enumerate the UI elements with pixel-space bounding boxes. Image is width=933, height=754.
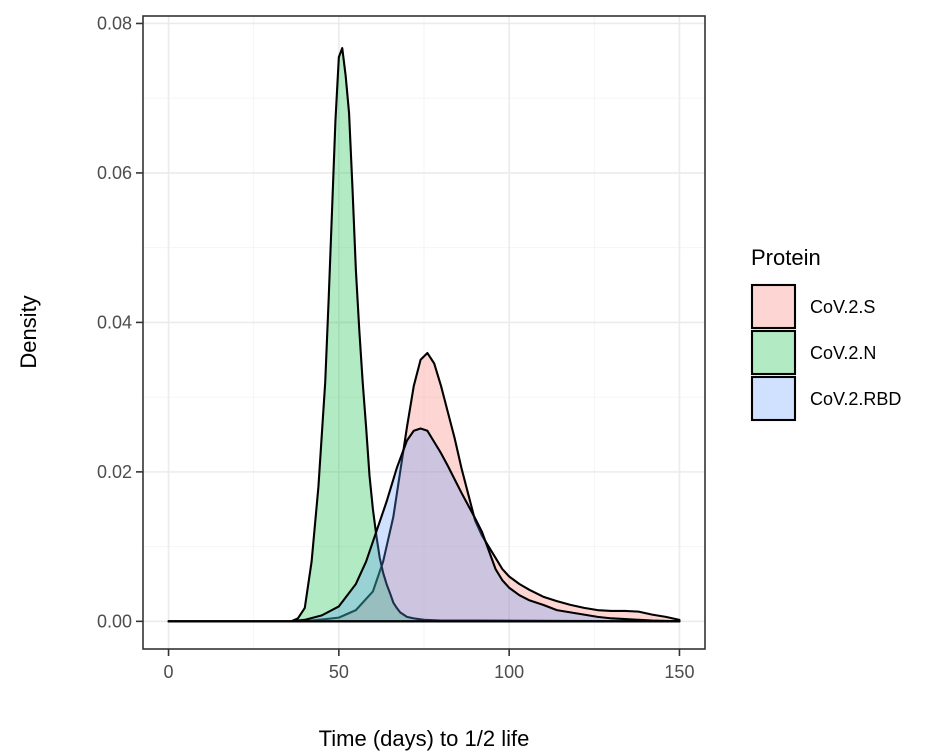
y-tick-label: 0.02 xyxy=(97,462,132,482)
y-tick-label: 0.00 xyxy=(97,611,132,631)
x-axis-title: Time (days) to 1/2 life xyxy=(319,726,530,751)
legend-key-background xyxy=(752,377,795,420)
density-area-cov-2-s xyxy=(167,352,681,623)
x-tick-label: 0 xyxy=(164,662,174,682)
legend-label: CoV.2.RBD xyxy=(810,389,901,409)
x-tick-label: 150 xyxy=(664,662,694,682)
y-axis: 0.00 0.02 0.04 0.06 0.08 xyxy=(97,13,143,631)
plot-panel-border xyxy=(142,15,706,650)
x-tick-label: 100 xyxy=(494,662,524,682)
density-area-cov-2-n xyxy=(167,47,681,623)
x-tick-label: 50 xyxy=(329,662,349,682)
y-tick-label: 0.04 xyxy=(97,312,132,332)
density-areas xyxy=(167,47,681,623)
minor-gridlines xyxy=(143,16,705,649)
legend-key-background xyxy=(752,331,795,374)
y-tick-label: 0.06 xyxy=(97,163,132,183)
legend-label: CoV.2.S xyxy=(810,297,875,317)
x-axis: 0 50 100 150 xyxy=(164,649,694,682)
density-area-cov-2-rbd xyxy=(167,427,681,623)
legend-title: Protein xyxy=(751,245,821,270)
legend-swatch xyxy=(750,283,797,330)
legend-swatch xyxy=(750,375,797,422)
legend: Protein CoV.2.S CoV.2.N CoV.2.RBD xyxy=(750,245,901,422)
legend-label: CoV.2.N xyxy=(810,343,876,363)
y-tick-label: 0.08 xyxy=(97,13,132,33)
legend-swatch xyxy=(750,329,797,376)
major-gridlines xyxy=(143,16,705,649)
legend-key-background xyxy=(752,285,795,328)
y-axis-title: Density xyxy=(16,295,41,368)
